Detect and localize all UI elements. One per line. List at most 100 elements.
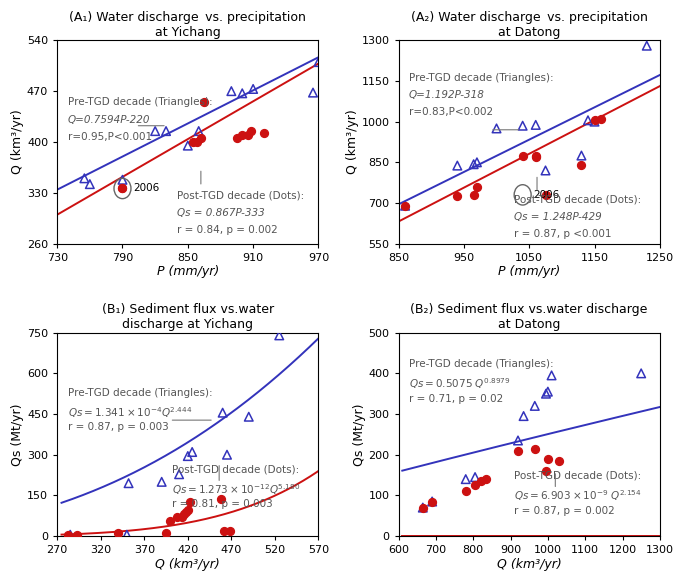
Point [149, 126, 160, 136]
Point [427, 497, 438, 506]
Point [237, 88, 248, 98]
Point [226, 87, 237, 96]
Point [182, 506, 193, 515]
Point [191, 137, 202, 147]
Point [417, 503, 428, 512]
Point [417, 503, 428, 512]
Point [221, 450, 232, 459]
Point [641, 41, 652, 51]
Point [112, 528, 123, 538]
Text: Q=1.192P-318: Q=1.192P-318 [409, 90, 485, 100]
Text: 2006: 2006 [533, 190, 560, 200]
Text: Pre-TGD decade (Triangles):: Pre-TGD decade (Triangles): [68, 388, 212, 398]
Point [182, 141, 193, 150]
Point [471, 182, 482, 191]
Point [576, 151, 587, 160]
Point [185, 498, 196, 507]
Point [530, 120, 541, 130]
Point [518, 411, 529, 421]
Point [84, 179, 95, 189]
Point [460, 487, 471, 496]
Point [242, 130, 253, 139]
Text: r = 0.81, p = 0.003: r = 0.81, p = 0.003 [172, 499, 273, 509]
Point [188, 137, 199, 147]
Point [512, 436, 523, 445]
Point [274, 331, 285, 340]
Y-axis label: Qs (Mt/yr): Qs (Mt/yr) [11, 403, 24, 466]
Point [243, 412, 254, 421]
Text: r = 0.87, p = 0.003: r = 0.87, p = 0.003 [68, 422, 169, 432]
Y-axis label: Q (km³/yr): Q (km³/yr) [346, 109, 359, 175]
Point [79, 173, 90, 183]
Title: (A₂) Water discharge  ​vs.​ precipitation
at Datong: (A₂) Water discharge ​vs.​ precipitation… [411, 11, 647, 39]
Y-axis label: Q (km³/yr): Q (km³/yr) [11, 109, 24, 175]
Text: $Qs = 6.903\times10^{-9}\ Q^{2.154}$: $Qs = 6.903\times10^{-9}\ Q^{2.154}$ [514, 488, 641, 503]
X-axis label: P (mm/yr): P (mm/yr) [498, 265, 560, 279]
Point [63, 530, 74, 540]
Point [313, 58, 324, 67]
Y-axis label: Qs (Mt/yr): Qs (Mt/yr) [353, 403, 366, 466]
Text: Pre-TGD decade (Triangles):: Pre-TGD decade (Triangles): [409, 73, 553, 83]
Point [543, 387, 553, 396]
X-axis label: P (mm/yr): P (mm/yr) [157, 265, 219, 279]
Point [470, 473, 481, 482]
Text: Q=0.7594P-220: Q=0.7594P-220 [68, 115, 150, 125]
Point [165, 516, 176, 526]
Point [248, 84, 259, 94]
Point [179, 510, 190, 519]
Title: (A₁) Water discharge  ​vs.​ precipitation
at Yichang: (A₁) Water discharge ​vs.​ precipitation… [69, 11, 306, 39]
Point [589, 117, 600, 126]
Text: Pre-TGD decade (Triangles):: Pre-TGD decade (Triangles): [68, 97, 212, 107]
Point [530, 152, 541, 162]
Point [540, 466, 551, 475]
Point [543, 454, 553, 463]
Point [237, 130, 248, 139]
Text: $Qs = 1.273\times10^{-12} Q^{5.180}$: $Qs = 1.273\times10^{-12} Q^{5.180}$ [172, 482, 301, 497]
Point [595, 114, 606, 123]
Point [427, 497, 438, 506]
Point [481, 474, 492, 484]
Text: r=0.95,P<0.001: r=0.95,P<0.001 [68, 132, 152, 142]
Point [517, 121, 528, 130]
Point [160, 126, 171, 136]
Point [160, 528, 171, 538]
Point [172, 512, 183, 521]
Point [540, 389, 551, 398]
Point [530, 401, 540, 410]
Point [553, 456, 564, 466]
Point [72, 530, 83, 540]
Point [173, 470, 184, 479]
Text: Post-TGD decade (Dots):: Post-TGD decade (Dots): [172, 465, 299, 475]
Text: Post-TGD decade (Dots):: Post-TGD decade (Dots): [514, 471, 640, 481]
Point [491, 124, 502, 133]
Text: Post-TGD decade (Dots):: Post-TGD decade (Dots): [177, 191, 305, 201]
Text: r=0.83,P<0.002: r=0.83,P<0.002 [409, 108, 493, 118]
X-axis label: Q (km³/yr): Q (km³/yr) [497, 558, 562, 571]
Text: r = 0.87, p <0.001: r = 0.87, p <0.001 [514, 229, 611, 239]
Point [308, 88, 319, 97]
Point [187, 448, 198, 457]
Point [468, 159, 479, 169]
Point [123, 478, 134, 488]
Point [176, 512, 187, 521]
Point [245, 126, 256, 136]
Point [219, 527, 230, 536]
Point [636, 368, 647, 378]
Point [117, 175, 128, 184]
Point [471, 158, 482, 167]
Point [181, 507, 192, 516]
Point [517, 151, 528, 160]
Point [258, 128, 269, 137]
Text: r = 0.87, p = 0.002: r = 0.87, p = 0.002 [514, 506, 614, 516]
Point [399, 201, 410, 210]
Point [232, 134, 242, 143]
Point [217, 408, 228, 417]
Point [530, 151, 541, 160]
Text: Qs = 0.867P-333: Qs = 0.867P-333 [177, 208, 265, 218]
Point [121, 530, 132, 540]
Point [530, 444, 540, 453]
X-axis label: Q (km³/yr): Q (km³/yr) [155, 558, 220, 571]
Point [512, 446, 523, 455]
Point [546, 371, 557, 380]
Point [540, 190, 551, 200]
